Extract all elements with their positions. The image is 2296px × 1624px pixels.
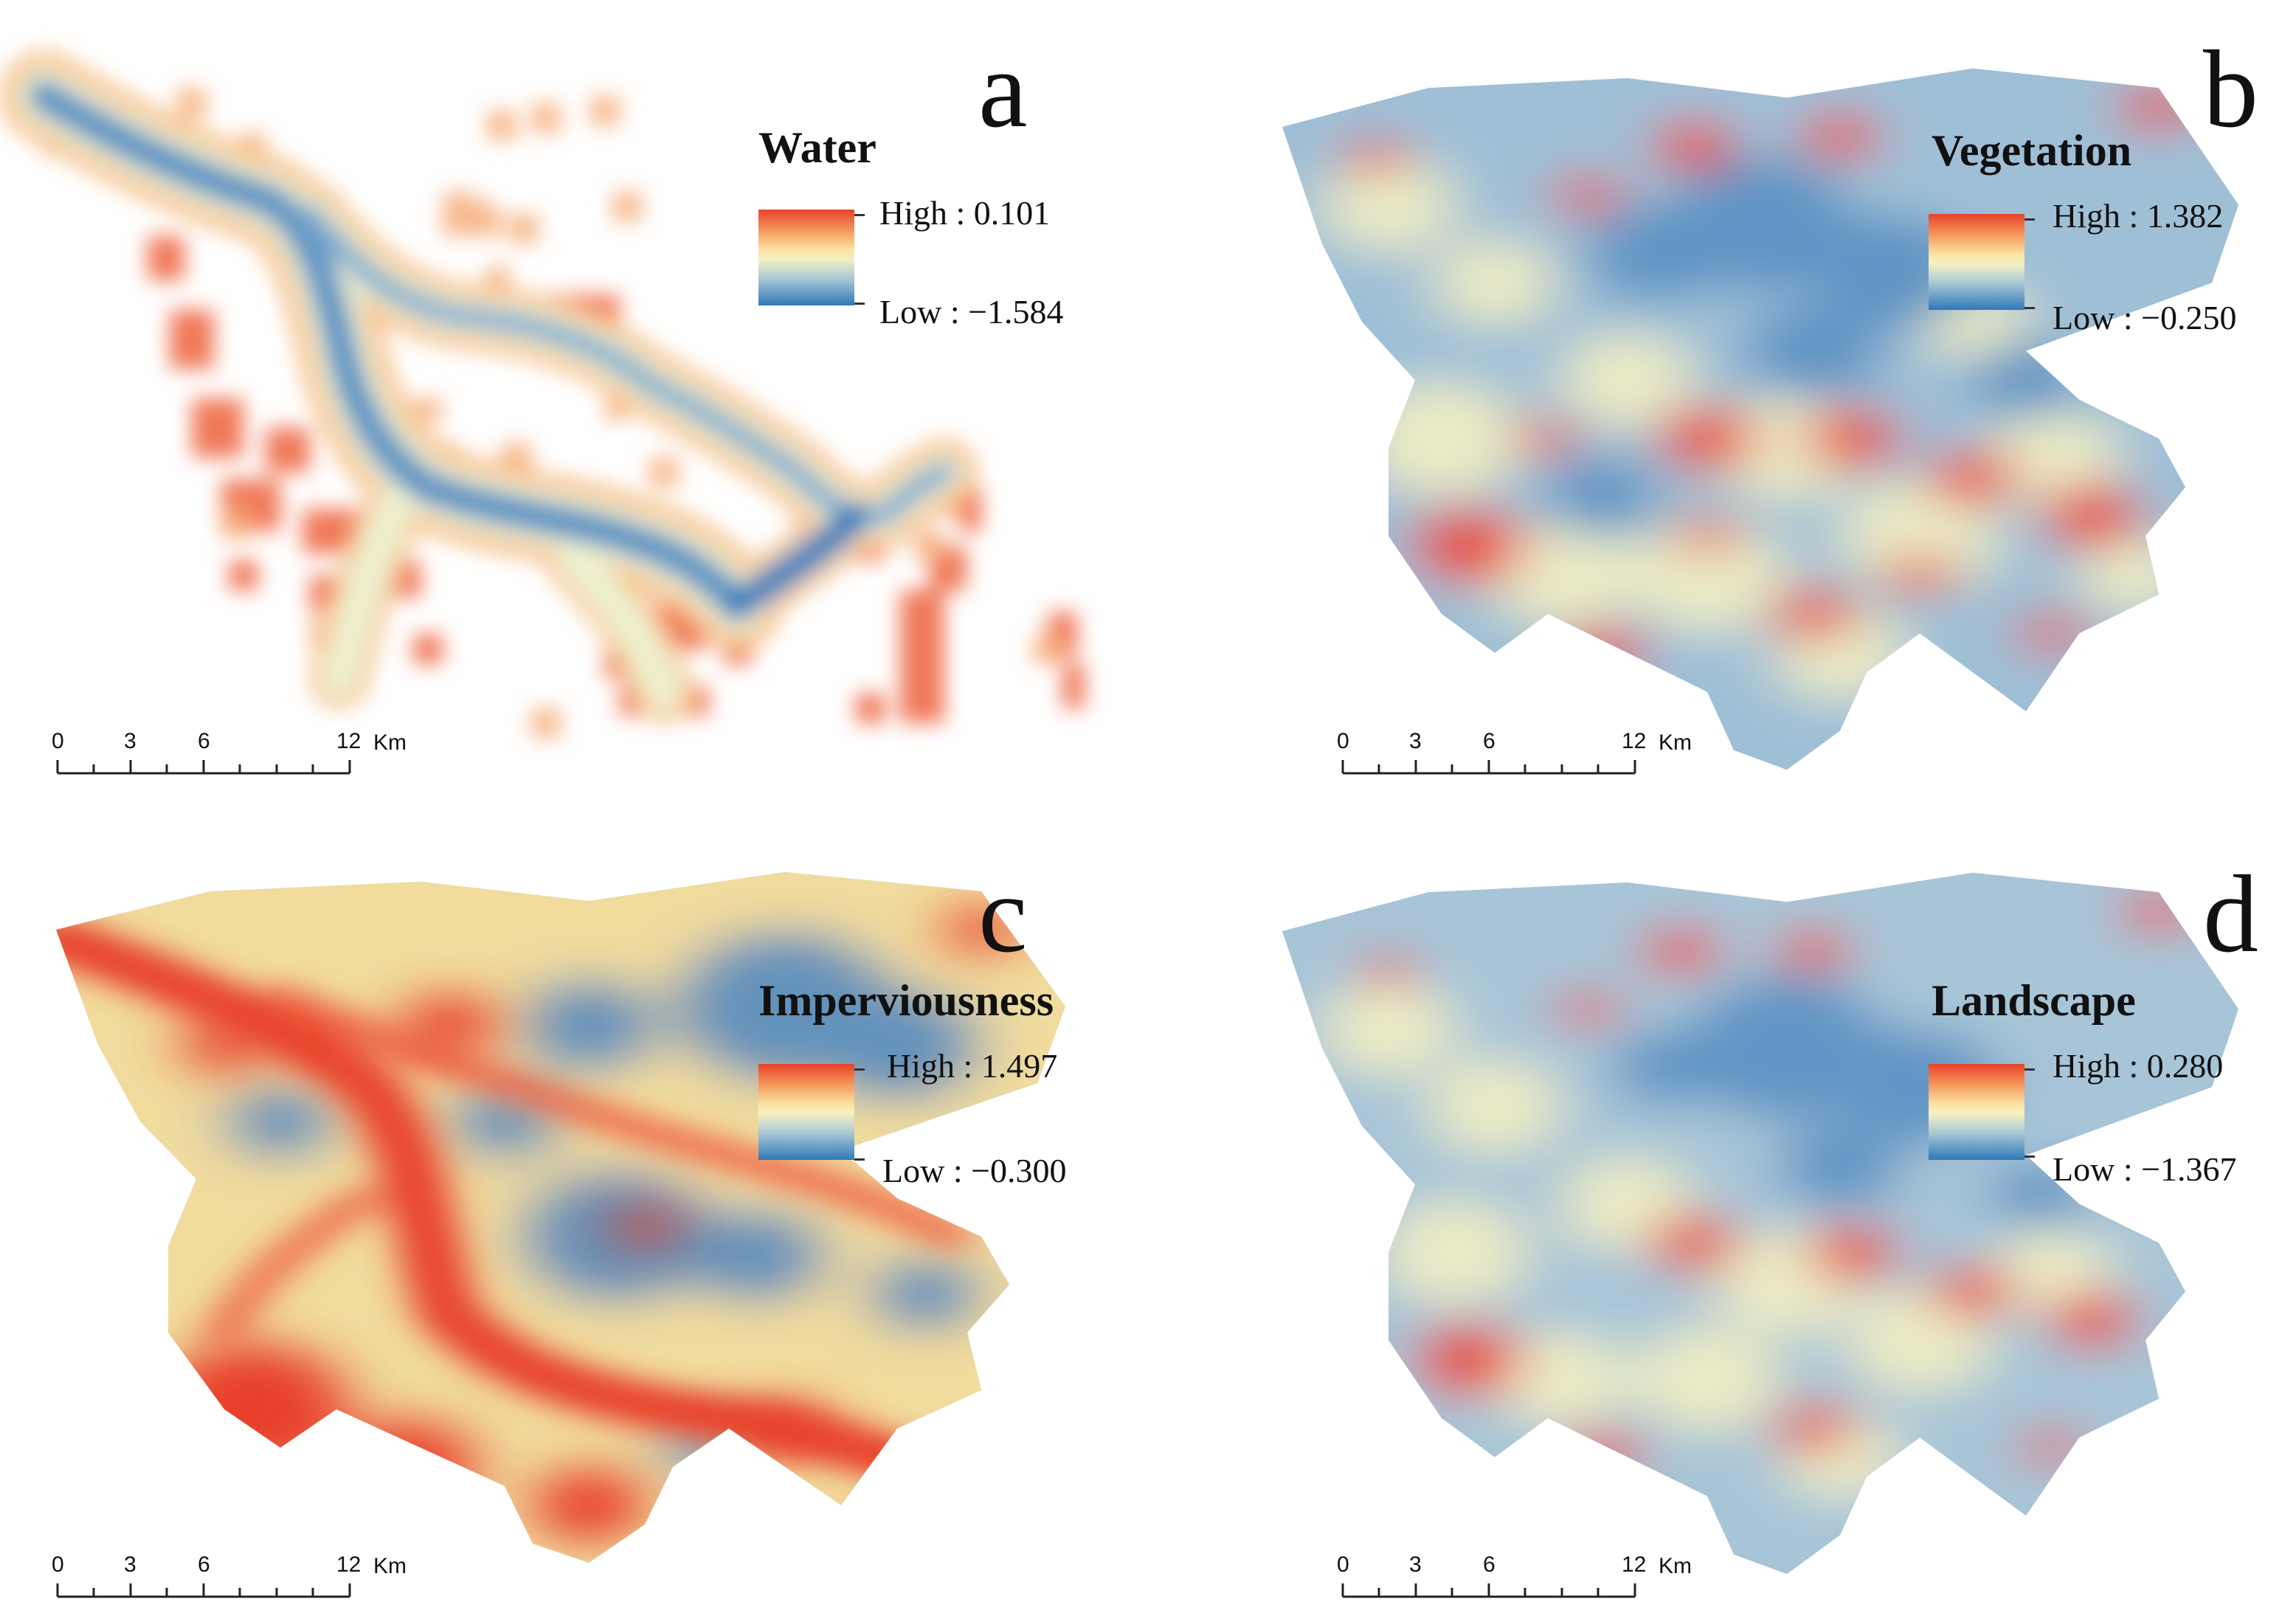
- map-panel-water: a Water High : 0.101 Low : −1.584 0 3 6 …: [0, 0, 1148, 812]
- legend-color-ramp: [758, 1064, 854, 1160]
- scale-tick-3: 3: [124, 729, 136, 753]
- scale-bar: 0 3 6 12 Km: [1337, 1554, 1721, 1606]
- scale-bar: 0 3 6 12 Km: [1337, 730, 1721, 782]
- legend-low-label: Low : −0.250: [2053, 299, 2237, 336]
- legend-tick-high: [854, 1068, 865, 1071]
- scale-tick-3: 3: [124, 1552, 136, 1577]
- legend-tick-low: [2024, 307, 2035, 309]
- water-map: [0, 52, 1085, 738]
- legend-title: Vegetation: [1932, 126, 2132, 175]
- legend-low-label: Low : −1.367: [2053, 1150, 2237, 1188]
- scale-unit: Km: [1659, 730, 1692, 755]
- legend-high-label: High : 0.101: [879, 194, 1051, 232]
- scale-tick-0: 0: [52, 1552, 64, 1577]
- scale-tick-6: 6: [198, 1552, 210, 1577]
- vegetation-map: [1282, 68, 2238, 770]
- legend-tick-low: [2024, 1155, 2035, 1158]
- scale-tick-12: 12: [336, 1552, 362, 1577]
- panel-letter: c: [978, 853, 1028, 975]
- legend-high-label: High : 1.497: [887, 1047, 1058, 1085]
- legend-tick-low: [854, 303, 865, 305]
- map-panel-imperviousness: c Imperviousness High : 1.497 Low : −0.3…: [0, 812, 1148, 1623]
- legend-color-ramp: [1929, 214, 2024, 310]
- scale-tick-3: 3: [1409, 729, 1422, 753]
- scale-tick-0: 0: [52, 729, 64, 753]
- legend-color-ramp: [1929, 1064, 2024, 1160]
- scale-bar: 0 3 6 12 Km: [52, 730, 435, 782]
- landscape-map: [1282, 872, 2238, 1575]
- imperviousness-map: [56, 871, 1066, 1563]
- legend-tick-high: [2024, 1068, 2035, 1071]
- legend-tick-high: [2024, 218, 2035, 221]
- scale-bar-graphic: [56, 1583, 351, 1598]
- scale-unit: Km: [373, 1554, 407, 1578]
- map-panel-landscape: d Landscape High : 0.280 Low : −1.367 0 …: [1148, 812, 2296, 1623]
- scale-bar: 0 3 6 12 Km: [52, 1554, 435, 1606]
- scale-tick-0: 0: [1337, 1552, 1349, 1577]
- scale-bar-graphic: [56, 760, 351, 775]
- scale-tick-12: 12: [1622, 729, 1647, 753]
- panel-letter: d: [2203, 853, 2258, 975]
- legend-tick-high: [854, 214, 865, 216]
- panel-letter: b: [2203, 28, 2258, 151]
- scale-bar-graphic: [1341, 1583, 1636, 1598]
- scale-tick-3: 3: [1409, 1552, 1422, 1577]
- legend-high-label: High : 0.280: [2053, 1047, 2224, 1085]
- legend-low-label: Low : −1.584: [879, 293, 1064, 331]
- legend-tick-low: [854, 1158, 865, 1161]
- legend-title: Landscape: [1932, 976, 2136, 1025]
- legend-title: Imperviousness: [758, 976, 1054, 1025]
- scale-tick-6: 6: [198, 729, 210, 753]
- scale-tick-6: 6: [1483, 1552, 1495, 1577]
- scale-tick-12: 12: [336, 729, 362, 753]
- scale-unit: Km: [373, 730, 407, 755]
- legend-low-label: Low : −0.300: [882, 1152, 1067, 1189]
- legend-high-label: High : 1.382: [2053, 197, 2224, 235]
- scale-bar-graphic: [1341, 760, 1636, 775]
- scale-tick-6: 6: [1483, 729, 1495, 753]
- panel-letter: a: [978, 28, 1028, 151]
- scale-tick-12: 12: [1622, 1552, 1647, 1577]
- legend-title: Water: [758, 123, 876, 172]
- map-panel-vegetation: b Vegetation High : 1.382 Low : −0.250 0…: [1148, 0, 2296, 812]
- legend-color-ramp: [758, 210, 854, 305]
- scale-tick-0: 0: [1337, 729, 1349, 753]
- scale-unit: Km: [1659, 1554, 1692, 1578]
